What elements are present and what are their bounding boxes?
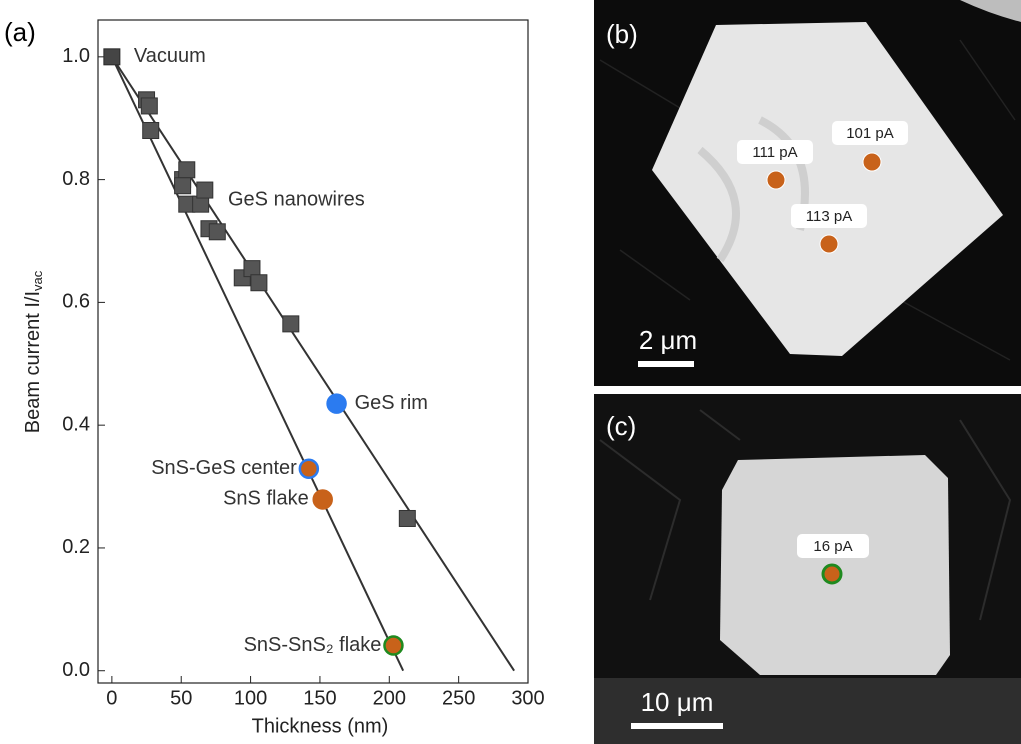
background-texture [599, 409, 1012, 621]
square-marker [140, 97, 158, 115]
x-tick-label: 300 [511, 687, 544, 709]
y-tick-label: 1.0 [62, 45, 90, 67]
series-label: GeS nanowires [228, 188, 365, 210]
square-marker [208, 223, 226, 241]
y-tick-label: 0.0 [62, 659, 90, 681]
spot-label: 16 pA [813, 538, 852, 555]
plot-frame [97, 19, 529, 684]
spot [821, 563, 843, 585]
y-tick-label: 0.8 [62, 168, 90, 190]
square-marker [103, 48, 121, 66]
x-tick-label: 150 [303, 687, 336, 709]
panel-label: (a) [4, 17, 36, 47]
circle-marker [312, 489, 333, 510]
square-marker [250, 274, 268, 292]
spot-label-box [737, 140, 813, 164]
y-tick-label: 0.4 [62, 413, 90, 435]
spot-label: 101 pA [846, 125, 894, 142]
square-marker [243, 260, 261, 278]
series-label: SnS-GeS center [151, 457, 297, 479]
image-b: (b) 111 pA 101 pA 113 pA 2 μm [594, 0, 1021, 386]
y-axis-label-main: Beam current I/I [22, 291, 44, 433]
y-axis-label: Beam current I/Ivac [22, 270, 45, 433]
plot: 0 50 100 150 200 250 300 0.0 0.2 0.4 0.6 0.8 1.0 Vacu… [62, 45, 545, 709]
square-marker [192, 195, 210, 213]
series-label: SnS-SnS₂ flake [244, 634, 382, 656]
spot-label-box [797, 534, 869, 558]
series-label: Vacuum [134, 45, 206, 67]
x-tick-label: 50 [170, 687, 192, 709]
spot-label: 113 pA [806, 208, 852, 225]
corner-edge [960, 0, 1021, 22]
square-marker [142, 122, 160, 139]
panel-label: (b) [606, 19, 638, 49]
scale-bar-label: 2 μm [639, 325, 697, 355]
x-tick-label: 100 [234, 687, 267, 709]
square-marker [174, 177, 192, 195]
spot [862, 152, 882, 172]
substrate [594, 678, 1021, 744]
flake [652, 22, 1003, 356]
square-marker [398, 509, 416, 527]
y-axis-label-sub: vac [30, 270, 45, 291]
scale-bar [638, 361, 694, 367]
spot [766, 170, 786, 190]
y-tick-label: 0.6 [62, 291, 90, 313]
y-tick-label: 0.2 [62, 536, 90, 558]
spot-label-box [832, 121, 908, 145]
x-tick-label: 250 [442, 687, 475, 709]
circle-marker [298, 458, 320, 480]
spot-label: 111 pA [752, 144, 797, 161]
fit-line [110, 56, 405, 672]
square-marker [282, 315, 300, 333]
circle-marker [326, 393, 347, 414]
background-texture [599, 39, 1016, 361]
circle-marker [383, 635, 404, 656]
fit-line [111, 56, 515, 672]
image-c: (c) 16 pA 10 μm [594, 394, 1021, 744]
square-marker [178, 161, 196, 179]
spot [819, 234, 839, 254]
series-label: SnS flake [223, 488, 309, 510]
scale-bar-label: 10 μm [641, 687, 714, 717]
spot-label-box [791, 204, 867, 228]
x-axis-label: Thickness (nm) [252, 715, 389, 737]
series-label: GeS rim [355, 392, 428, 414]
scale-bar [631, 723, 723, 729]
x-tick-label: 200 [373, 687, 406, 709]
panel-label: (c) [606, 411, 636, 441]
x-tick-label: 0 [106, 687, 117, 709]
square-marker [196, 181, 214, 199]
